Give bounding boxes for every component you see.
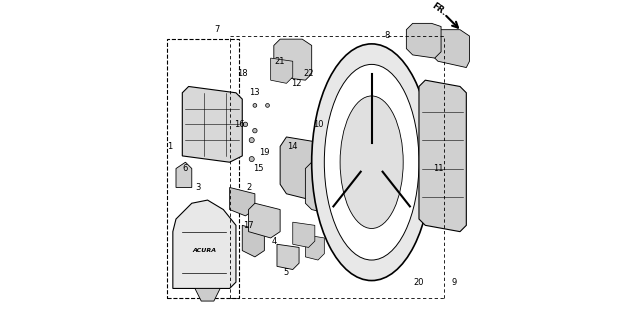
Text: 19: 19 (259, 148, 270, 157)
Polygon shape (230, 188, 255, 216)
Text: 13: 13 (249, 88, 260, 97)
Polygon shape (183, 86, 242, 162)
Polygon shape (274, 39, 312, 80)
Ellipse shape (340, 96, 403, 228)
Circle shape (252, 128, 257, 133)
Polygon shape (271, 58, 293, 83)
Text: 4: 4 (271, 236, 277, 246)
Polygon shape (280, 137, 337, 203)
Polygon shape (305, 162, 350, 216)
Text: 17: 17 (243, 221, 254, 230)
Text: 11: 11 (432, 164, 443, 173)
Text: 3: 3 (195, 183, 201, 192)
Polygon shape (195, 288, 220, 301)
Text: 9: 9 (451, 278, 456, 287)
Polygon shape (173, 200, 236, 288)
Text: 6: 6 (183, 164, 188, 173)
Polygon shape (305, 235, 324, 260)
Text: ACURA: ACURA (192, 248, 216, 253)
Polygon shape (249, 203, 280, 238)
Text: 12: 12 (291, 79, 301, 88)
Circle shape (272, 75, 276, 79)
Circle shape (249, 138, 254, 143)
Text: 2: 2 (246, 183, 251, 192)
Text: 15: 15 (252, 164, 263, 173)
Text: 5: 5 (284, 268, 289, 277)
Text: 14: 14 (287, 142, 298, 151)
Circle shape (249, 156, 254, 162)
Text: 8: 8 (385, 31, 390, 41)
Text: 10: 10 (313, 120, 323, 129)
Polygon shape (176, 162, 192, 188)
Polygon shape (406, 23, 441, 58)
Circle shape (243, 122, 247, 126)
Text: FR.: FR. (431, 1, 448, 17)
Ellipse shape (362, 147, 381, 178)
Polygon shape (277, 244, 299, 269)
Polygon shape (242, 225, 265, 257)
Ellipse shape (312, 44, 432, 281)
Ellipse shape (367, 154, 377, 170)
Circle shape (253, 104, 257, 107)
Ellipse shape (324, 64, 419, 260)
Polygon shape (432, 30, 469, 68)
Text: 18: 18 (237, 69, 247, 78)
Polygon shape (293, 222, 315, 247)
Text: 1: 1 (167, 142, 172, 151)
Text: 22: 22 (303, 69, 314, 78)
Circle shape (266, 104, 270, 107)
Circle shape (284, 72, 288, 76)
Text: 16: 16 (234, 120, 244, 129)
Text: 21: 21 (275, 57, 286, 66)
Text: 20: 20 (414, 278, 424, 287)
Text: 7: 7 (214, 25, 219, 34)
Polygon shape (419, 80, 466, 232)
